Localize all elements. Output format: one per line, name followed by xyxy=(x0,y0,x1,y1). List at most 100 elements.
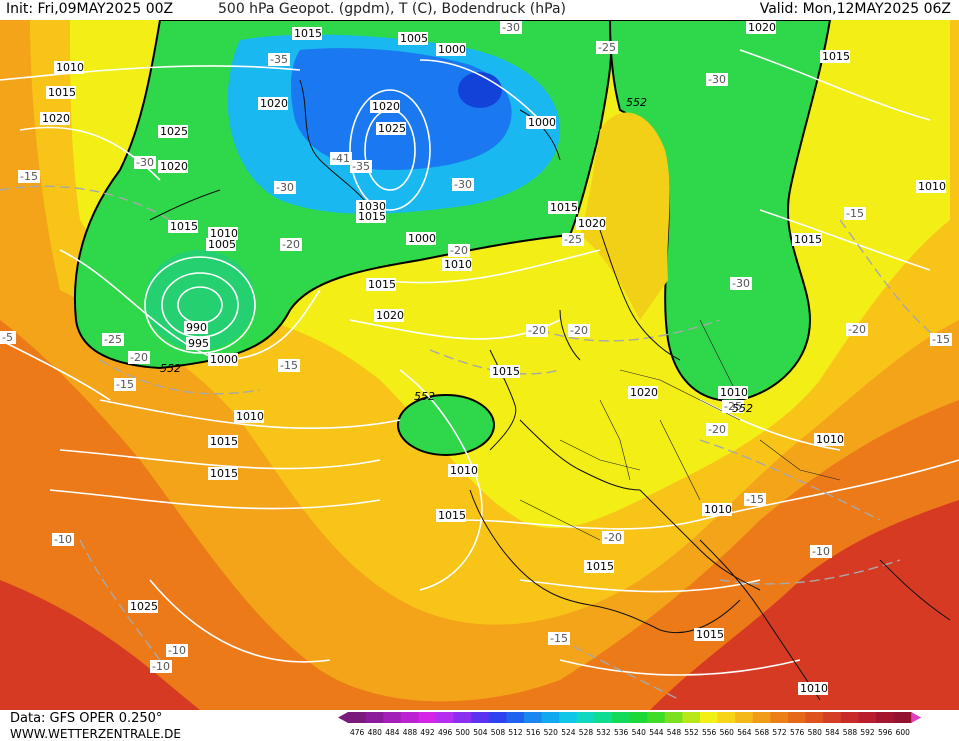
colorbar-tick-label: 508 xyxy=(491,728,506,737)
colorbar-swatch xyxy=(541,712,560,723)
colorbar-tick-label: 540 xyxy=(632,728,647,737)
colorbar-tick-label: 584 xyxy=(825,728,840,737)
svg-text:-30: -30 xyxy=(136,156,154,169)
colorbar-tick-label: 488 xyxy=(403,728,418,737)
svg-text:1025: 1025 xyxy=(130,600,158,613)
isobar-label: 1015 xyxy=(548,201,578,214)
svg-text:-20: -20 xyxy=(528,324,546,337)
colorbar-tick-label: 544 xyxy=(649,728,664,737)
isobar-label: 1020 xyxy=(374,309,404,322)
colorbar-swatch xyxy=(752,712,771,723)
svg-text:1015: 1015 xyxy=(210,467,238,480)
temperature-label: -25 xyxy=(102,333,124,346)
map-header: Init: Fri,09MAY2025 00Z 500 hPa Geopot. … xyxy=(0,0,959,20)
svg-text:1015: 1015 xyxy=(210,435,238,448)
temperature-label: -5 xyxy=(0,331,16,344)
valid-time: Valid: Mon,12MAY2025 06Z xyxy=(759,1,951,17)
colorbar-swatch xyxy=(629,712,648,723)
colorbar-tick-label: 516 xyxy=(526,728,541,737)
colorbar-swatch xyxy=(365,712,384,723)
temperature-label: -20 xyxy=(846,323,868,336)
colorbar-tick-label: 496 xyxy=(438,728,453,737)
isobar-label: 1010 xyxy=(208,227,238,240)
svg-text:-20: -20 xyxy=(450,244,468,257)
isobar-label: 990 xyxy=(184,321,208,334)
svg-text:1020: 1020 xyxy=(42,112,70,125)
svg-text:1010: 1010 xyxy=(800,682,828,695)
colorbar-swatch xyxy=(453,712,472,723)
isobar-label: 1015 xyxy=(208,467,238,480)
svg-text:1015: 1015 xyxy=(822,50,850,63)
isobar-label: 1015 xyxy=(820,50,850,63)
svg-text:-10: -10 xyxy=(54,533,72,546)
isobar-label: 1025 xyxy=(376,122,406,135)
map-title: 500 hPa Geopot. (gpdm), T (C), Bodendruc… xyxy=(218,1,566,17)
colorbar-tick-label: 588 xyxy=(843,728,858,737)
temperature-label: -20 xyxy=(448,244,470,257)
height-label: 552 xyxy=(414,390,435,403)
svg-text:1015: 1015 xyxy=(492,365,520,378)
coastlines xyxy=(149,79,951,701)
svg-text:1010: 1010 xyxy=(444,258,472,271)
isobar-label: 995 xyxy=(186,337,210,350)
colorbar-swatch xyxy=(436,712,455,723)
colorbar-swatch xyxy=(717,712,736,723)
colorbar-swatch xyxy=(788,712,807,723)
temperature-label: -20 xyxy=(706,423,728,436)
colorbar-tick-label: 524 xyxy=(561,728,576,737)
isobar-label: 1020 xyxy=(628,386,658,399)
colorbar-swatch xyxy=(524,712,543,723)
colorbar-tick-label: 560 xyxy=(720,728,735,737)
isobar-label: 1020 xyxy=(746,21,776,34)
isobar-label: 1030 xyxy=(356,200,386,213)
colorbar-swatch xyxy=(506,712,525,723)
temperature-label: -30 xyxy=(452,178,474,191)
svg-text:-15: -15 xyxy=(846,207,864,220)
svg-text:1015: 1015 xyxy=(586,560,614,573)
svg-text:-30: -30 xyxy=(454,178,472,191)
colorbar-tick-label: 532 xyxy=(596,728,611,737)
temperature-label: -35 xyxy=(350,160,372,173)
colorbar-swatch xyxy=(735,712,754,723)
svg-text:1015: 1015 xyxy=(48,86,76,99)
temperature-label: -15 xyxy=(548,632,570,645)
colorbar-tick-label: 564 xyxy=(737,728,752,737)
svg-text:-30: -30 xyxy=(276,181,294,194)
isobar-label: 1015 xyxy=(436,509,466,522)
colorbar-tick-label: 596 xyxy=(878,728,893,737)
temperature-label: -15 xyxy=(744,493,766,506)
temperature-label-group: -15 -30 -25 -20 -15 -25 -30 -35 -41 -35 … xyxy=(0,21,952,673)
colorbar-tick-label: 500 xyxy=(456,728,471,737)
colorbar-tick-label: 512 xyxy=(508,728,523,737)
svg-text:1015: 1015 xyxy=(294,27,322,40)
svg-text:-25: -25 xyxy=(104,333,122,346)
colorbar-tick-label: 528 xyxy=(579,728,594,737)
colorbar-swatch xyxy=(876,712,895,723)
svg-text:-30: -30 xyxy=(732,277,750,290)
isobar-label: 1020 xyxy=(158,160,188,173)
colorbar-swatch xyxy=(383,712,402,723)
height-label: 552 xyxy=(732,402,753,415)
temperature-label: -30 xyxy=(274,181,296,194)
height-label-group: 552 552 552 552 xyxy=(160,96,753,415)
colorbar-tick-label: 548 xyxy=(667,728,682,737)
colorbar-swatch xyxy=(682,712,701,723)
svg-text:1020: 1020 xyxy=(160,160,188,173)
svg-text:-15: -15 xyxy=(746,493,764,506)
svg-text:990: 990 xyxy=(186,321,207,334)
colorbar-swatch xyxy=(400,712,419,723)
height-label: 552 xyxy=(626,96,647,109)
colorbar-swatch xyxy=(840,712,859,723)
colorbar-tick-label: 592 xyxy=(860,728,875,737)
colorbar-swatch xyxy=(700,712,719,723)
colorbar-tick-label: 520 xyxy=(544,728,559,737)
isobar-label: 1010 xyxy=(234,410,264,423)
svg-text:1020: 1020 xyxy=(372,100,400,113)
isobar-label: 1010 xyxy=(814,433,844,446)
temperature-label: -20 xyxy=(280,238,302,251)
isobar-label: 1010 xyxy=(442,258,472,271)
svg-text:-25: -25 xyxy=(724,400,742,413)
colorbar-tick-label: 484 xyxy=(385,728,400,737)
svg-text:1015: 1015 xyxy=(794,233,822,246)
isobar-label: 1020 xyxy=(370,100,400,113)
